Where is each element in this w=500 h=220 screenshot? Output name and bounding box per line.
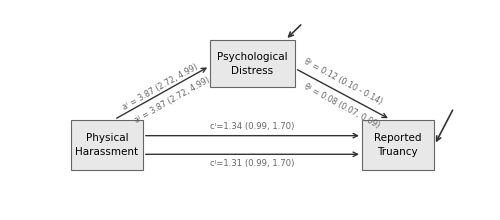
Text: aᴶ = 3.87 (2.72, 4.99): aᴶ = 3.87 (2.72, 4.99) [132,75,211,125]
Text: Physical
Harassment: Physical Harassment [76,133,138,157]
Text: cᴵ=1.34 (0.99, 1.70): cᴵ=1.34 (0.99, 1.70) [210,122,294,131]
FancyBboxPatch shape [362,120,434,170]
Text: cᴶ=1.31 (0.99, 1.70): cᴶ=1.31 (0.99, 1.70) [210,159,294,168]
Text: aᴵ = 3.87 (2.72, 4.99): aᴵ = 3.87 (2.72, 4.99) [120,63,199,112]
FancyBboxPatch shape [71,120,143,170]
FancyBboxPatch shape [210,40,295,87]
Text: Psychological
Distress: Psychological Distress [217,52,288,76]
Text: Reported
Truancy: Reported Truancy [374,133,422,157]
Text: θᴵ = 0.12 (0.10 - 0.14): θᴵ = 0.12 (0.10 - 0.14) [303,57,384,107]
Text: θᴶ = 0.08 (0.07, 0.09): θᴶ = 0.08 (0.07, 0.09) [302,82,382,130]
